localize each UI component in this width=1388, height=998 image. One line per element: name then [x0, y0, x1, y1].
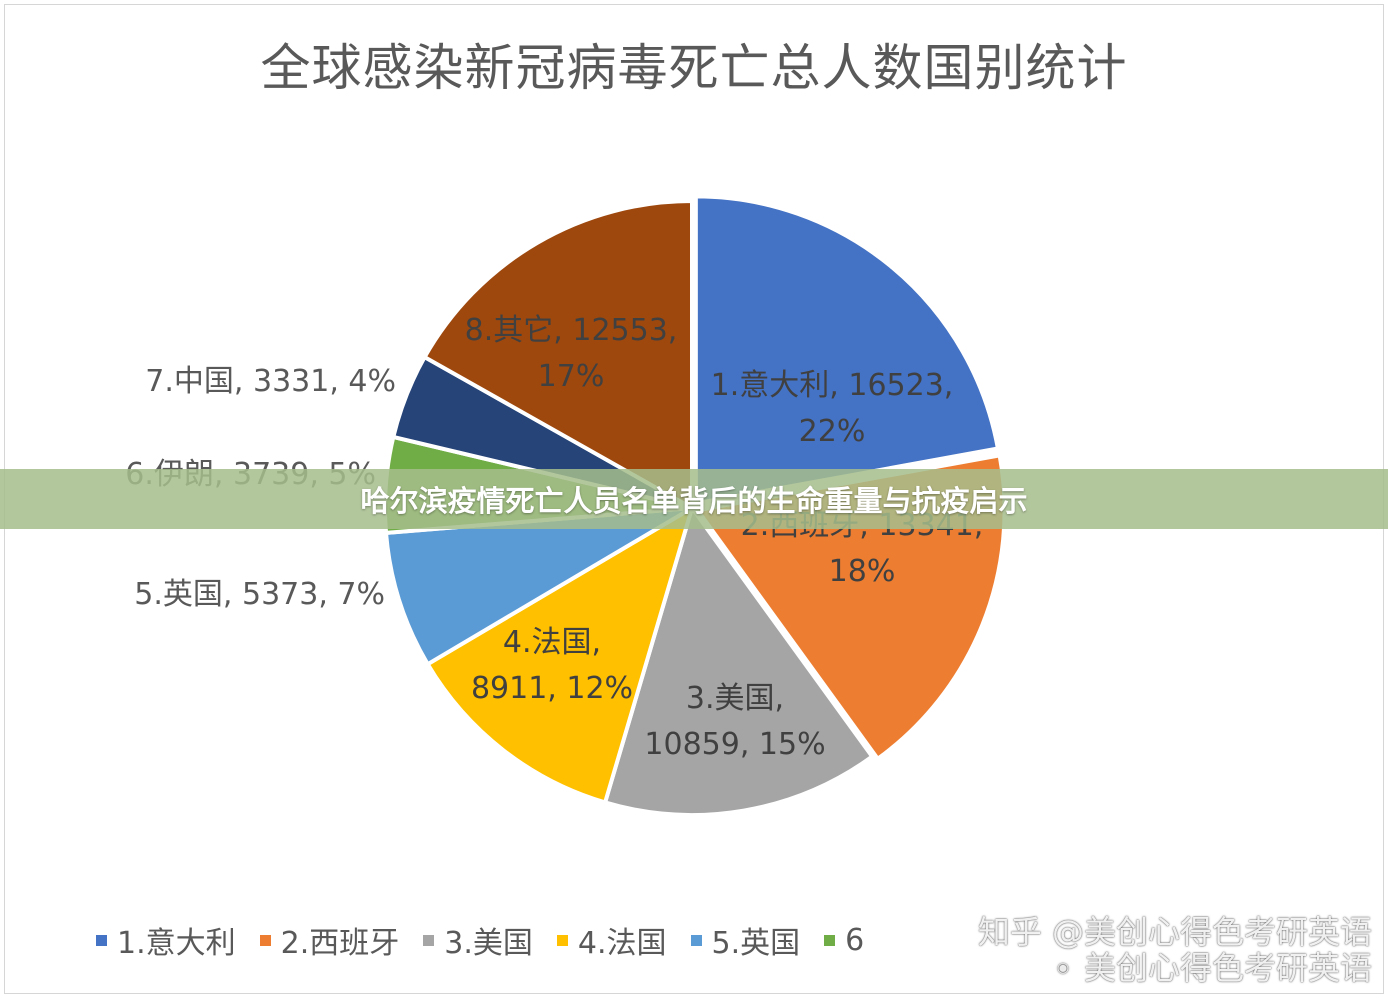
legend-label: 5.英国 [711, 926, 801, 961]
chart-legend: 1.意大利 2.西班牙 3.美国 4.法国 5.英国 6 [96, 918, 864, 962]
legend-swatch [824, 934, 836, 946]
data-label-5: 5.英国, 5373, 7% [134, 577, 385, 612]
chart-title: 全球感染新冠病毒死亡总人数国别统计 [260, 39, 1128, 97]
weibo-icon: ◉ [1049, 955, 1076, 981]
legend-item-1: 1.意大利 [96, 918, 236, 962]
legend-swatch [690, 934, 702, 946]
legend-label: 6 [845, 922, 865, 958]
watermark-line2: ◉ 美创心得色考研英语 [1049, 949, 1372, 987]
watermark-line2-text: 美创心得色考研英语 [1083, 949, 1372, 987]
legend-swatch [96, 934, 107, 946]
headline-banner: 哈尔滨疫情死亡人员名单背后的生命重量与抗疫启示 [0, 469, 1388, 529]
legend-item-2: 2.西班牙 [259, 918, 400, 962]
data-label-4: 4.法国, 8911, 12% [471, 625, 633, 706]
legend-label: 2.西班牙 [280, 926, 400, 961]
legend-item-3: 3.美国 [423, 918, 533, 962]
data-label-7: 7.中国, 3331, 4% [145, 364, 396, 399]
legend-label: 1.意大利 [117, 926, 236, 961]
watermark: 知乎 @美创心得色考研英语 ◉ 美创心得色考研英语 [978, 914, 1372, 986]
legend-item-5: 5.英国 [690, 918, 801, 962]
pie-slice-4 [424, 503, 696, 805]
data-label-8: 8.其它, 12553, 17% [465, 313, 678, 394]
pie-slice-3 [602, 503, 875, 817]
pie-slice-5 [383, 506, 694, 667]
legend-label: 4.法国 [577, 926, 667, 961]
legend-swatch [259, 934, 271, 946]
banner-text: 哈尔滨疫情死亡人员名单背后的生命重量与抗疫启示 [360, 484, 1028, 518]
data-label-1: 1.意大利, 16523, 22% [711, 368, 954, 449]
legend-label: 3.美国 [444, 926, 533, 961]
legend-item-4: 4.法国 [556, 918, 667, 962]
pie-slice-1 [693, 194, 1001, 506]
legend-item-6: 6 [824, 923, 864, 958]
pie-slice-8 [421, 198, 694, 512]
watermark-line1: 知乎 @美创心得色考研英语 [977, 913, 1372, 951]
legend-swatch [423, 934, 435, 946]
legend-swatch [556, 934, 568, 946]
data-label-3: 3.美国, 10859, 15% [644, 681, 825, 762]
